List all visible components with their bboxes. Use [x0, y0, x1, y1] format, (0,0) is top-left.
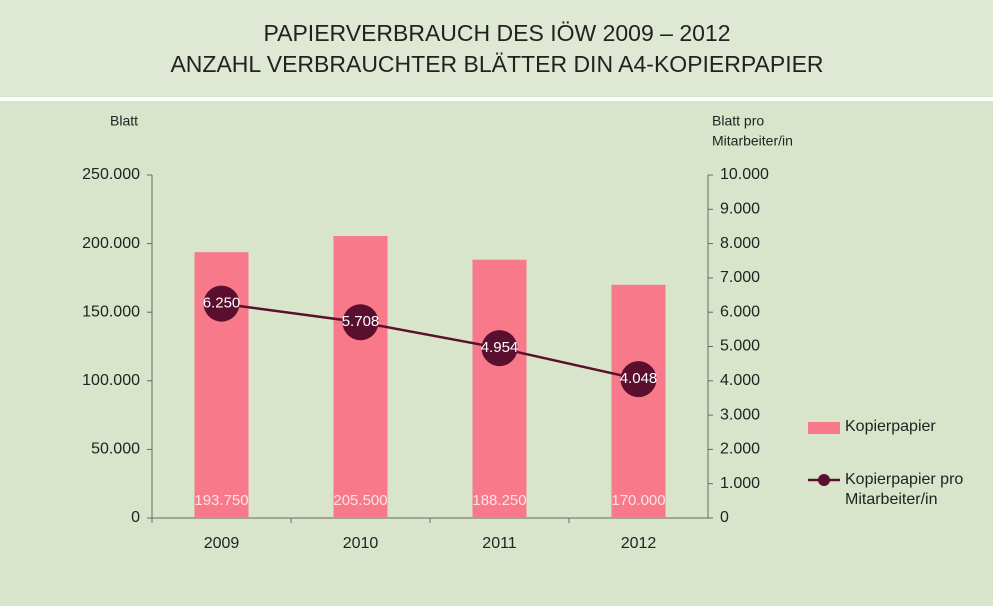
line	[221, 302, 639, 381]
line-marker	[620, 361, 657, 398]
bar-value-label: 205.500	[333, 492, 387, 509]
y-tick-label: 0	[131, 509, 140, 526]
x-tick-label: 2010	[343, 535, 379, 552]
y2-tick-label: 5.000	[720, 338, 760, 355]
chart-subtitle: ANZAHL VERBRAUCHTER BLÄTTER DIN A4-KOPIE…	[170, 51, 823, 77]
line-value-label: 4.048	[620, 370, 658, 387]
line-value-label: 5.708	[342, 313, 380, 330]
y2-axis-label: Mitarbeiter/in	[712, 133, 793, 149]
title-band	[0, 0, 993, 96]
x-tick-label: 2011	[482, 535, 517, 552]
y2-axis-label: Blatt pro	[712, 113, 764, 129]
y2-tick-label: 4.000	[720, 372, 760, 389]
separator	[0, 97, 993, 101]
y-tick-label: 200.000	[82, 235, 140, 252]
line-value-label: 4.954	[481, 339, 519, 356]
x-tick-label: 2009	[204, 535, 240, 552]
y2-tick-label: 0	[720, 509, 729, 526]
y2-tick-label: 3.000	[720, 406, 760, 423]
y2-tick-label: 8.000	[720, 235, 760, 252]
y-axis-label: Blatt	[110, 113, 138, 129]
y2-tick-label: 7.000	[720, 269, 760, 286]
legend-label: Kopierpapier pro Mitarbeiter/in	[845, 471, 964, 508]
y2-tick-label: 10.000	[720, 166, 769, 183]
bar-value-label: 188.250	[472, 492, 526, 509]
legend-swatch	[818, 474, 830, 486]
bar	[472, 259, 527, 518]
y2-tick-label: 2.000	[720, 441, 760, 458]
legend-swatch	[808, 422, 840, 434]
chart-title: PAPIERVERBRAUCH DES IÖW 2009 – 2012	[263, 20, 730, 46]
bar-value-label: 193.750	[194, 492, 248, 509]
y-tick-label: 250.000	[82, 166, 140, 183]
y-tick-label: 50.000	[91, 441, 140, 458]
y2-tick-label: 1.000	[720, 475, 760, 492]
legend-label: Kopierpapier	[845, 418, 936, 435]
y-tick-label: 100.000	[82, 372, 140, 389]
line-marker	[481, 330, 518, 367]
y2-tick-label: 9.000	[720, 201, 760, 218]
line-marker	[342, 304, 379, 341]
y-tick-label: 150.000	[82, 303, 140, 320]
bar	[611, 284, 666, 518]
line-marker	[203, 285, 240, 322]
x-tick-label: 2012	[621, 535, 657, 552]
bar	[333, 236, 388, 518]
y2-tick-label: 6.000	[720, 303, 760, 320]
line-value-label: 6.250	[203, 295, 241, 312]
bar-value-label: 170.000	[611, 492, 665, 509]
